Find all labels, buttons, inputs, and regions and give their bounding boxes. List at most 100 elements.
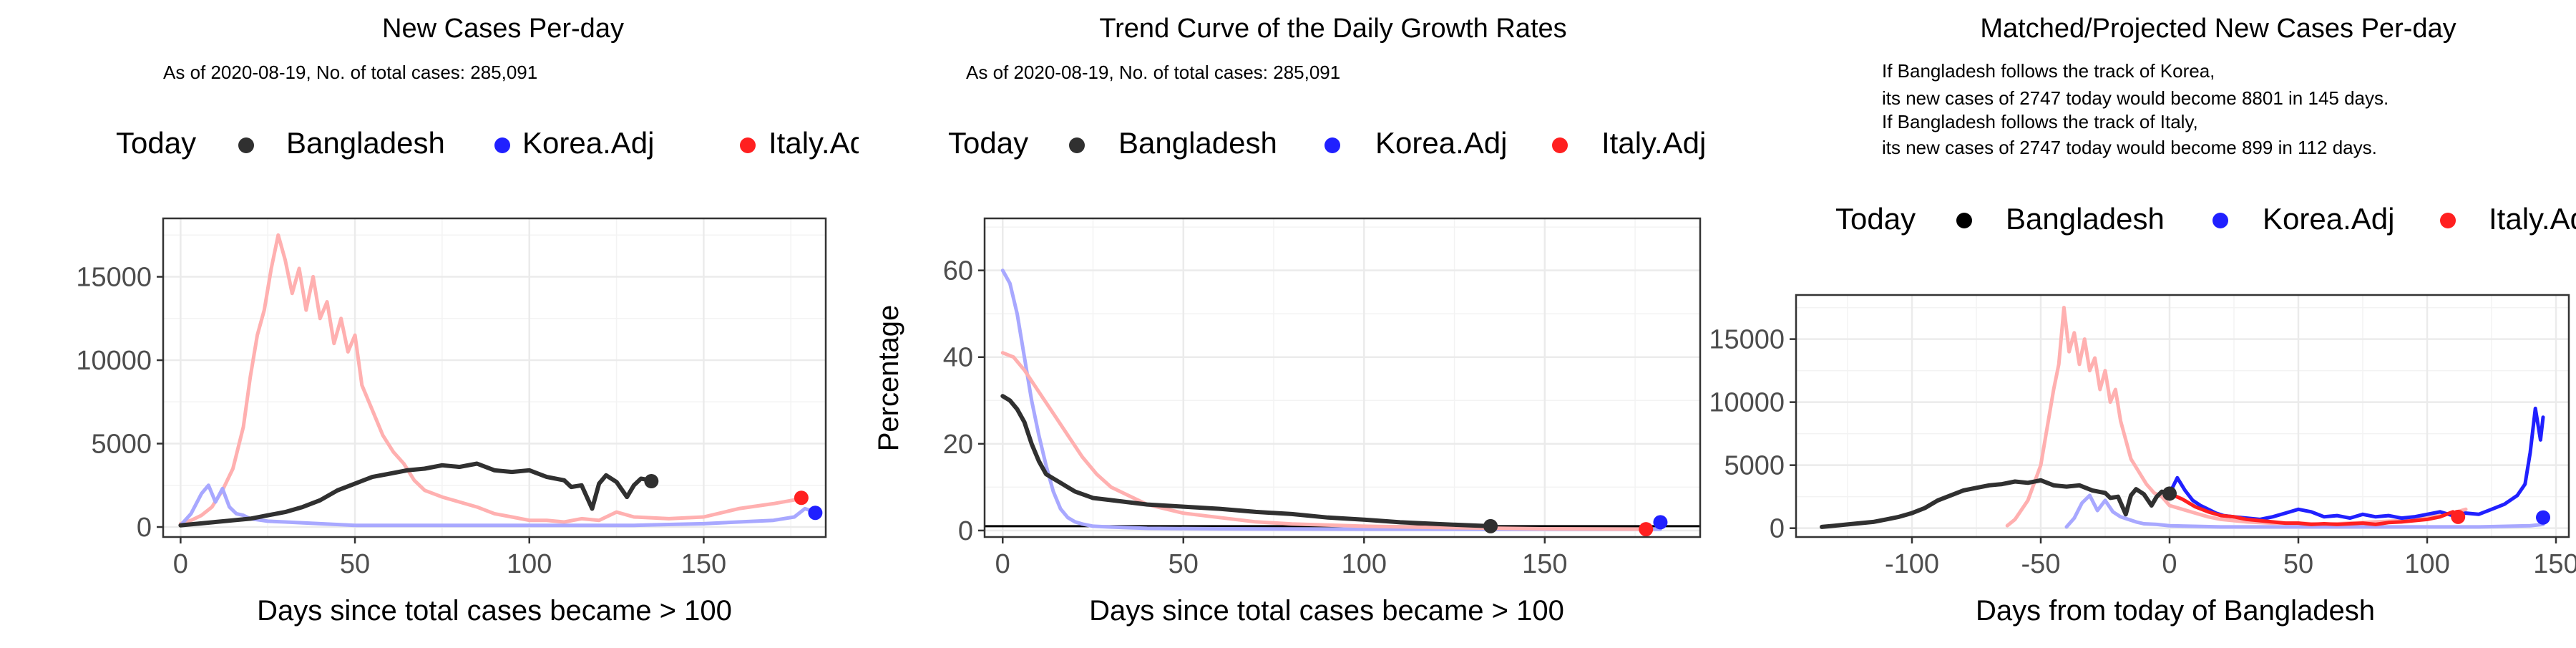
panel-1-x-tick-label: 100 (507, 549, 552, 579)
panel-1-y-tick-label: 0 (137, 513, 152, 543)
panel-2-legend-label-bangladesh: Bangladesh (1118, 126, 1277, 160)
panel-1-today-point-bangladesh (644, 474, 659, 489)
panel-3-y-tick-label: 0 (1770, 514, 1785, 544)
panel-3-y-ticks: 0 5000 10000 15000 (1709, 325, 1796, 544)
panel-1-series-bangladesh-bangladesh (178, 461, 654, 528)
panel-3-x-axis-label: Days from today of Bangladesh (1976, 595, 2375, 627)
panel-3-series-bangladesh-bangladesh (1820, 478, 2172, 529)
panel-3-legend-title: Today (1835, 202, 1916, 236)
panel-3-today-points (2162, 486, 2550, 525)
panel-1-today-point-italy-adj (794, 490, 809, 506)
panel-1: New Cases Per-day As of 2020-08-19, No. … (76, 14, 873, 627)
panel-2-y-tick-label: 0 (958, 516, 973, 546)
panel-2-x-tick-label: 100 (1342, 549, 1387, 579)
panel-3-legend-key-bangladesh (1956, 213, 1972, 228)
panel-2-y-tick-label: 20 (943, 430, 973, 460)
panel-3-legend-key-korea (2212, 213, 2228, 228)
panel-3-legend-key-italy (2440, 213, 2456, 228)
panel-2-series-bangladesh-bangladesh (1000, 394, 1493, 528)
panel-3: Matched/Projected New Cases Per-day If B… (1709, 14, 2576, 627)
panel-3-series-italy-italy-adj (2167, 491, 2460, 526)
panel-2-x-ticks: 0 50 100 150 (995, 537, 1568, 579)
panel-1-x-axis-label: Days since total cases became > 100 (257, 595, 732, 627)
panel-2-subtitle-line-1: As of 2020-08-19, No. of total cases: 28… (966, 62, 1340, 83)
panel-2-x-axis-label: Days since total cases became > 100 (1089, 595, 1564, 627)
panel-1-plot-background (163, 218, 826, 537)
panel-1-legend-label-italy: Italy.Adj (769, 126, 873, 160)
panel-3-today-point-italy-adj (2451, 509, 2466, 524)
panel-3-y-tick-label: 15000 (1709, 325, 1785, 355)
panel-1-series-faded-korea-korea-adj (178, 483, 817, 528)
panel-2-legend: Today Bangladesh Korea.Adj Italy.Adj (948, 126, 1706, 160)
panel-2-plot-border (983, 217, 1702, 538)
panel-3-subtitle-line-2: its new cases of 2747 today would become… (1882, 87, 2389, 109)
panel-2-series-faded-italy-italy-adj (1000, 351, 1648, 531)
panel-2-legend-label-korea: Korea.Adj (1375, 126, 1507, 160)
panel-1-x-tick-label: 0 (173, 549, 188, 579)
panel-1-today-points (644, 474, 823, 521)
panel-2-legend-key-korea (1324, 137, 1340, 153)
panel-2-today-point-bangladesh (1483, 518, 1498, 533)
panel-2-legend-key-italy (1552, 137, 1568, 153)
panel-1-y-tick-label: 15000 (76, 263, 152, 293)
panel-3-legend-clip: Italy.Adj (2489, 202, 2576, 236)
panel-1-legend-key-italy (740, 137, 756, 153)
panel-1-y-ticks: 0 5000 10000 15000 (76, 263, 163, 543)
panel-1-gridlines (163, 218, 826, 537)
panel-3-x-ticks: -100 -50 0 50 100 150 (1885, 537, 2576, 579)
panel-1-series-faded-italy-italy-adj (178, 233, 804, 526)
panel-2-y-ticks: 0 20 40 60 (943, 256, 985, 546)
panel-2-y-tick-label: 40 (943, 343, 973, 373)
panel-3-today-point-korea-adj (2536, 510, 2550, 525)
panel-3-series-faded-korea-korea-adj (2064, 493, 2545, 529)
panel-1-series (178, 233, 817, 528)
panel-3-x-tick-label: 100 (2404, 549, 2449, 579)
panel-2-series-faded-korea-korea-adj (1000, 269, 1662, 531)
panel-3-gridlines (1796, 295, 2569, 537)
panel-1-x-tick-label: 150 (681, 549, 726, 579)
panel-1-legend-label-korea: Korea.Adj (522, 126, 654, 160)
panel-1-x-tick-label: 50 (340, 549, 370, 579)
panel-2-legend-title: Today (948, 126, 1028, 160)
panel-3-title: Matched/Projected New Cases Per-day (1980, 14, 2456, 44)
panel-2-x-tick-label: 0 (995, 549, 1010, 579)
panel-1-plot-border (162, 217, 827, 538)
panel-3-legend-label-korea: Korea.Adj (2263, 202, 2394, 236)
panel-3-legend: Today Bangladesh Korea.Adj Italy.Adj (1835, 202, 2576, 236)
panel-1-y-tick-label: 5000 (91, 430, 152, 460)
panel-3-y-tick-label: 10000 (1709, 388, 1785, 418)
panel-2-gridlines (985, 218, 1700, 537)
panel-1-legend-label-bangladesh: Bangladesh (286, 126, 445, 160)
panel-1-legend-key-korea (494, 137, 510, 153)
panel-3-legend-label-bangladesh: Bangladesh (2006, 202, 2165, 236)
panel-2-title: Trend Curve of the Daily Growth Rates (1099, 14, 1566, 44)
panel-1-subtitle-line-1: As of 2020-08-19, No. of total cases: 28… (163, 62, 537, 83)
panel-2-y-axis-label: Percentage (873, 305, 904, 452)
panel-3-subtitle-line-4: its new cases of 2747 today would become… (1882, 137, 2377, 158)
panel-2-y-tick-label: 60 (943, 256, 973, 286)
panel-3-today-point-bangladesh (2162, 486, 2177, 501)
panel-2-plot-background (985, 218, 1700, 537)
panel-3-x-tick-label: 50 (2283, 549, 2313, 579)
panel-3-plot-border (1795, 294, 2570, 538)
panel-2-legend-label-italy: Italy.Adj (1601, 126, 1706, 160)
panel-3-x-tick-label: 150 (2533, 549, 2576, 579)
panel-2-today-point-korea-adj (1653, 515, 1668, 530)
panel-1-legend-clip: Italy.Adj (769, 126, 873, 160)
panel-3-series (1820, 306, 2545, 529)
panel-2-today-point-italy-adj (1639, 522, 1654, 537)
panel-3-subtitle-line-1: If Bangladesh follows the track of Korea… (1882, 60, 2215, 82)
panel-1-today-point-korea-adj (808, 506, 823, 521)
panel-3-x-tick-label: -50 (2021, 549, 2061, 579)
panel-2-legend-key-bangladesh (1069, 137, 1085, 153)
panel-1-legend: Today Bangladesh Korea.Adj Italy.Adj (116, 126, 873, 160)
panel-2-x-tick-label: 50 (1169, 549, 1199, 579)
panel-1-legend-title: Today (116, 126, 196, 160)
panel-1-y-tick-label: 10000 (76, 346, 152, 376)
panel-1-legend-key-bangladesh (238, 137, 254, 153)
panel-3-y-tick-label: 5000 (1724, 451, 1785, 481)
panel-3-x-tick-label: -100 (1885, 549, 1939, 579)
panel-3-legend-label-italy: Italy.Adj (2489, 202, 2576, 236)
